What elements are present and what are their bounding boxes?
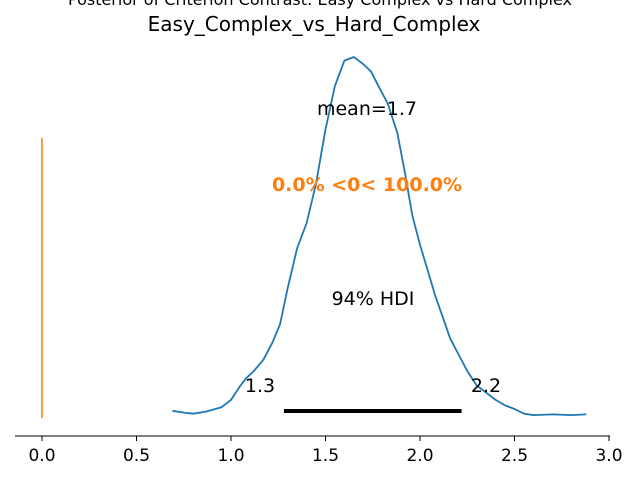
x-tick-label: 3.0 [595, 446, 622, 466]
x-tick-label: 2.0 [406, 446, 433, 466]
hdi-high-label: 2.2 [471, 375, 501, 397]
chart-suptitle: Posterior of Criterion Contrast: Easy Co… [68, 0, 572, 9]
x-tick-label: 0.5 [123, 446, 150, 466]
hdi-label: 94% HDI [332, 288, 415, 310]
chart-title: Easy_Complex_vs_Hard_Complex [148, 12, 481, 36]
reference-label: 0.0% <0< 100.0% [272, 174, 462, 196]
mean-label: mean=1.7 [317, 98, 417, 120]
x-tick-label: 2.5 [501, 446, 528, 466]
x-tick-label: 1.0 [217, 446, 244, 466]
x-tick-label: 0.0 [28, 446, 55, 466]
hdi-low-label: 1.3 [245, 375, 275, 397]
kde-series-line [172, 56, 587, 416]
x-tick-label: 1.5 [312, 446, 339, 466]
